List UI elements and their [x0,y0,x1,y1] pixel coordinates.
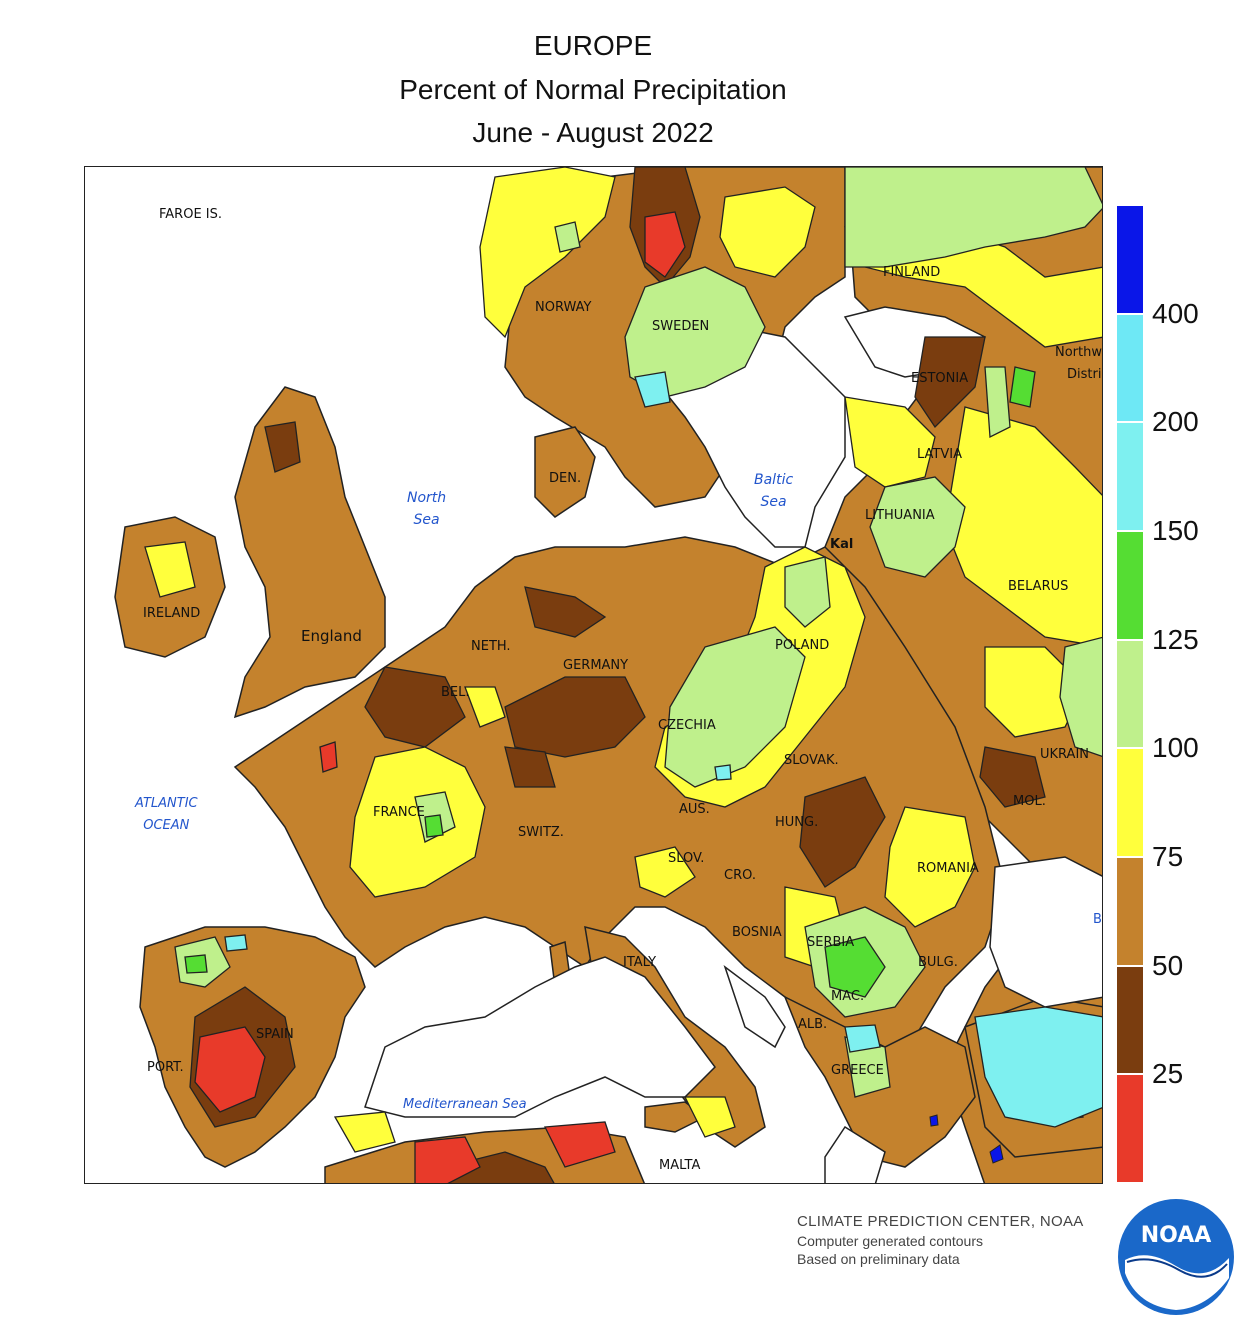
legend-tick-label: 400 [1152,297,1199,329]
legend-swatch [1116,1074,1144,1183]
water-atlantic: ATLANTIC OCEAN [135,793,198,837]
legend-tick-label: 150 [1152,515,1199,546]
legend-tick-label: 25 [1152,1058,1184,1090]
label-croatia: CRO. [724,868,756,883]
legend-swatch [1116,857,1144,966]
label-bosnia: BOSNIA [732,925,782,940]
label-slovenia: SLOV. [668,851,705,866]
label-norway: NORWAY [535,300,592,315]
label-germany: GERMANY [563,658,629,673]
water-north-sea: North Sea [407,487,446,531]
light-green-areas [174,167,1102,1098]
legend-tick-label: 125 [1152,623,1199,655]
blue-areas [929,1114,1004,1164]
label-denmark: DEN. [549,471,582,486]
label-slovakia: SLOVAK. [784,753,839,768]
water-mediterranean: Mediterranean Sea [403,1097,527,1112]
legend-tick-label: 100 [1152,732,1199,764]
label-ukraine: UKRAIN [1040,747,1089,762]
precipitation-map: FAROE IS. NORWAY SWEDEN FINLAND Northw D… [84,166,1103,1184]
legend-swatch [1116,748,1144,857]
label-serbia: SERBIA [807,935,855,950]
label-moldova: MOL. [1013,794,1046,809]
label-macedonia: MAC. [831,989,865,1004]
legend-swatch [1116,205,1144,314]
credit-line-2: Computer generated contours [797,1233,983,1249]
credit-line-3: Based on preliminary data [797,1251,960,1267]
label-sweden: SWEDEN [652,319,710,334]
label-netherlands: NETH. [471,639,511,654]
legend-tick-label: 50 [1152,949,1184,981]
color-legend [1116,205,1144,1183]
atlantic-line2: OCEAN [143,818,190,833]
noaa-logo-text: NOAA [1141,1223,1212,1248]
label-latvia: LATVIA [917,447,962,462]
label-belgium: BEL. [441,685,470,700]
label-estonia: ESTONIA [911,371,969,386]
label-spain: SPAIN [256,1027,294,1042]
cyan-areas [224,371,1102,1128]
legend-swatch [1116,313,1144,423]
green-areas [184,366,1036,998]
label-northwest-district: Northw [1055,345,1102,360]
label-switzerland: SWITZ. [518,825,564,840]
label-italy: ITALY [623,955,657,970]
label-ireland: IRELAND [143,606,201,621]
label-northwest-district-2: Distri [1067,367,1102,382]
noaa-logo: NOAA [1118,1199,1234,1315]
label-belarus: BELARUS [1008,579,1069,594]
baltic-sea-line1: Baltic [754,472,794,488]
label-black-sea: B [1093,912,1102,927]
label-czechia: CZECHIA [658,718,716,733]
atlantic-line1: ATLANTIC [135,796,198,811]
legend-swatch [1116,531,1144,640]
label-portugal: PORT. [147,1060,184,1075]
label-albania: ALB. [798,1017,828,1032]
label-greece: GREECE [831,1063,884,1078]
label-hungary: HUNG. [775,815,819,830]
label-finland: FINLAND [883,265,941,280]
map-canvas [114,167,1102,1183]
legend-tick-label: 200 [1152,406,1199,438]
label-faroe: FAROE IS. [159,207,223,222]
label-bulgaria: BULG. [918,955,958,970]
north-sea-line1: North [407,490,447,506]
baltic-sea-line2: Sea [760,494,787,510]
water-baltic-sea: Baltic Sea [754,469,793,513]
north-sea-line2: Sea [413,512,440,528]
legend-swatch [1116,965,1144,1075]
label-kaliningrad: Kal [830,537,854,552]
map-title: EUROPE [533,30,653,61]
label-romania: ROMANIA [917,861,979,876]
legend-swatch [1116,639,1144,749]
map-subtitle: Percent of Normal Precipitation [399,74,787,105]
label-france: FRANCE [373,805,425,820]
credit-line-1: CLIMATE PREDICTION CENTER, NOAA [797,1213,1084,1230]
label-lithuania: LITHUANIA [865,508,935,523]
map-period: June - August 2022 [472,117,714,148]
label-england: England [301,627,362,645]
label-poland: POLAND [775,638,830,653]
label-malta: MALTA [659,1158,701,1173]
red-areas [194,211,1084,1183]
legend-tick-label: 75 [1152,841,1184,872]
legend-swatch [1116,422,1144,531]
label-austria: AUS. [679,802,710,817]
